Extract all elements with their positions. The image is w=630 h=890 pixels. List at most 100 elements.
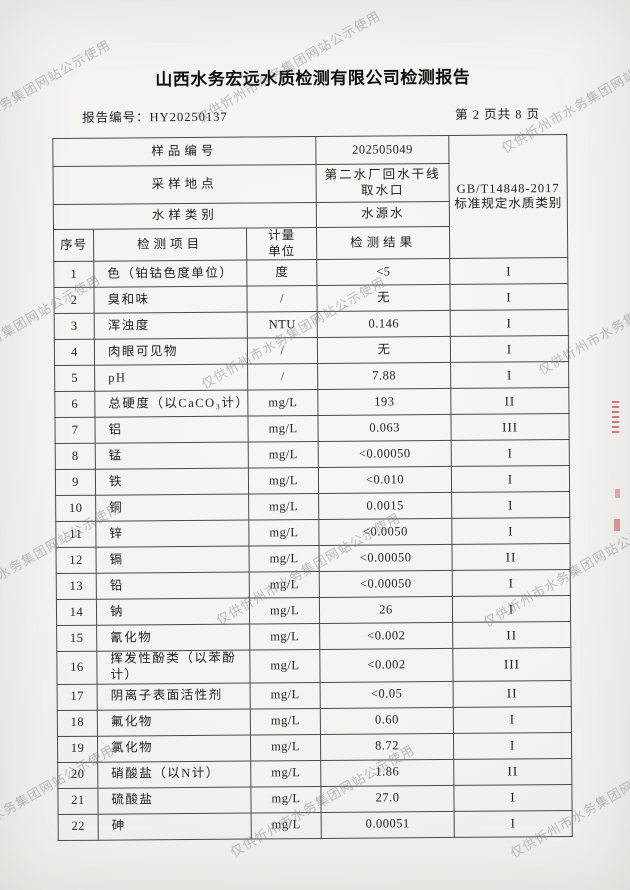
row-number-cell: 8: [55, 443, 96, 470]
sample-number-label: 样品编号: [52, 136, 317, 167]
item-name-cell: 浑浊度: [94, 312, 248, 340]
quality-class-cell: I: [450, 309, 569, 337]
unit-cell: mg/L: [248, 467, 319, 495]
column-header-unit: 计量 单位: [246, 227, 317, 261]
result-row: 10 铜 mg/L 0.0015 I: [55, 491, 570, 522]
result-row: 11 锌 mg/L <0.0050 I: [55, 517, 571, 548]
result-row: 12 镉 mg/L <0.00050 II: [55, 543, 571, 574]
row-number-cell: 14: [56, 599, 97, 626]
result-row: 13 铅 mg/L <0.00050 I: [56, 569, 571, 600]
unit-cell: mg/L: [249, 649, 321, 683]
column-header-item: 检测项目: [93, 228, 247, 262]
quality-class-cell: I: [449, 283, 569, 311]
quality-class-cell: II: [453, 679, 572, 707]
unit-cell: mg/L: [250, 759, 321, 787]
row-number-cell: 1: [53, 261, 94, 288]
sample-number-value: 202505049: [315, 135, 450, 165]
unit-cell: /: [247, 363, 318, 391]
quality-class-cell: II: [453, 757, 572, 785]
unit-cell: mg/L: [249, 623, 320, 651]
item-name-cell: 铝: [94, 416, 249, 444]
item-name-cell: 氟化物: [97, 708, 251, 736]
water-type-label: 水样类别: [53, 202, 317, 230]
quality-class-cell: I: [453, 783, 573, 811]
result-value-cell: <0.002: [319, 648, 454, 682]
unit-cell: mg/L: [248, 519, 320, 547]
result-row: 19 氯化物 mg/L 8.72 I: [57, 731, 572, 763]
quality-class-cell: I: [451, 517, 571, 545]
quality-class-cell: II: [452, 621, 571, 649]
quality-class-cell: I: [450, 361, 569, 389]
result-row: 16 挥发性酚类（以苯酚计） mg/L <0.002 III: [56, 647, 572, 685]
unit-cell: NTU: [247, 311, 318, 339]
unit-cell: mg/L: [250, 785, 322, 813]
unit-cell: mg/L: [251, 811, 322, 839]
standard-class-cell: GB/T14848-2017 标准规定水质类别: [448, 134, 568, 259]
quality-class-cell: III: [452, 647, 572, 681]
item-name-cell: 总硬度（以CaCO₃计）: [94, 390, 248, 418]
item-name-cell: 挥发性酚类（以苯酚计）: [96, 650, 251, 684]
row-number-cell: 4: [54, 339, 95, 366]
row-number-cell: 16: [56, 651, 98, 685]
result-row: 22 砷 mg/L 0.00051 I: [58, 809, 573, 841]
results-table: 样品编号 202505049 GB/T14848-2017 标准规定水质类别 采…: [52, 134, 573, 841]
unit-cell: mg/L: [250, 733, 321, 761]
sample-number-row: 样品编号 202505049 GB/T14848-2017 标准规定水质类别: [52, 134, 568, 259]
water-type-value: 水源水: [316, 201, 450, 228]
item-name-cell: pH: [94, 364, 248, 392]
row-number-cell: 3: [54, 313, 95, 340]
page-title: 山西水务宏远水质检测有限公司检测报告: [155, 67, 471, 90]
quality-class-cell: I: [451, 439, 570, 467]
row-number-cell: 17: [57, 683, 98, 711]
item-name-cell: 色（铂钴色度单位）: [93, 260, 247, 288]
item-name-cell: 镉: [95, 546, 250, 574]
row-number-cell: 22: [58, 813, 99, 841]
unit-cell: mg/L: [250, 707, 321, 735]
result-value-cell: 0.146: [317, 310, 451, 338]
unit-cell: mg/L: [248, 493, 319, 521]
row-number-cell: 20: [57, 761, 98, 789]
row-number-cell: 9: [55, 469, 96, 496]
item-name-cell: 铜: [95, 494, 249, 522]
result-value-cell: <0.00050: [319, 544, 453, 572]
item-name-cell: 硫酸盐: [97, 786, 252, 814]
result-value-cell: <0.002: [319, 622, 453, 650]
item-name-cell: 钠: [96, 598, 250, 626]
result-row: 20 硝酸盐（以N计） mg/L 1.86 II: [57, 757, 572, 789]
row-number-cell: 21: [57, 787, 99, 815]
item-name-cell: 氰化物: [96, 624, 250, 652]
result-row: 2 臭和味 / 无 I: [53, 283, 569, 314]
row-number-cell: 10: [55, 495, 96, 522]
result-value-cell: 27.0: [320, 784, 455, 812]
row-number-cell: 5: [54, 365, 95, 392]
quality-class-cell: I: [451, 491, 570, 519]
result-row: 7 铝 mg/L 0.063 III: [54, 413, 570, 444]
result-row: 6 总硬度（以CaCO₃计） mg/L 193 II: [54, 387, 569, 418]
result-row: 4 肉眼可见物 / 无 I: [54, 335, 569, 366]
result-value-cell: <0.0050: [318, 518, 453, 546]
unit-cell: /: [246, 285, 318, 313]
quality-class-cell: I: [453, 705, 572, 733]
result-value-cell: 1.86: [320, 758, 454, 786]
result-value-cell: 26: [319, 596, 453, 624]
quality-class-cell: II: [452, 543, 571, 571]
unit-cell: mg/L: [249, 571, 320, 599]
row-number-cell: 2: [53, 287, 95, 314]
row-number-cell: 6: [54, 391, 95, 418]
quality-class-cell: I: [450, 335, 569, 363]
result-row: 1 色（铂钴色度单位） 度 <5 I: [53, 257, 568, 288]
quality-class-cell: II: [450, 387, 569, 415]
result-value-cell: <0.00050: [318, 440, 452, 468]
result-row: 18 氟化物 mg/L 0.60 I: [57, 705, 572, 737]
quality-class-cell: I: [449, 257, 568, 285]
row-number-cell: 15: [56, 625, 97, 652]
item-name-cell: 阴离子表面活性剂: [97, 682, 251, 710]
column-header-result: 检测结果: [316, 226, 450, 260]
result-row: 9 铁 mg/L <0.010 I: [55, 465, 570, 496]
result-value-cell: <0.00050: [319, 570, 453, 598]
quality-class-cell: I: [454, 809, 573, 837]
item-name-cell: 氯化物: [97, 734, 251, 762]
quality-class-cell: I: [452, 569, 571, 597]
item-name-cell: 砷: [98, 812, 252, 840]
results-body: 1 色（铂钴色度单位） 度 <5 I 2 臭和味 / 无 I: [53, 257, 573, 841]
